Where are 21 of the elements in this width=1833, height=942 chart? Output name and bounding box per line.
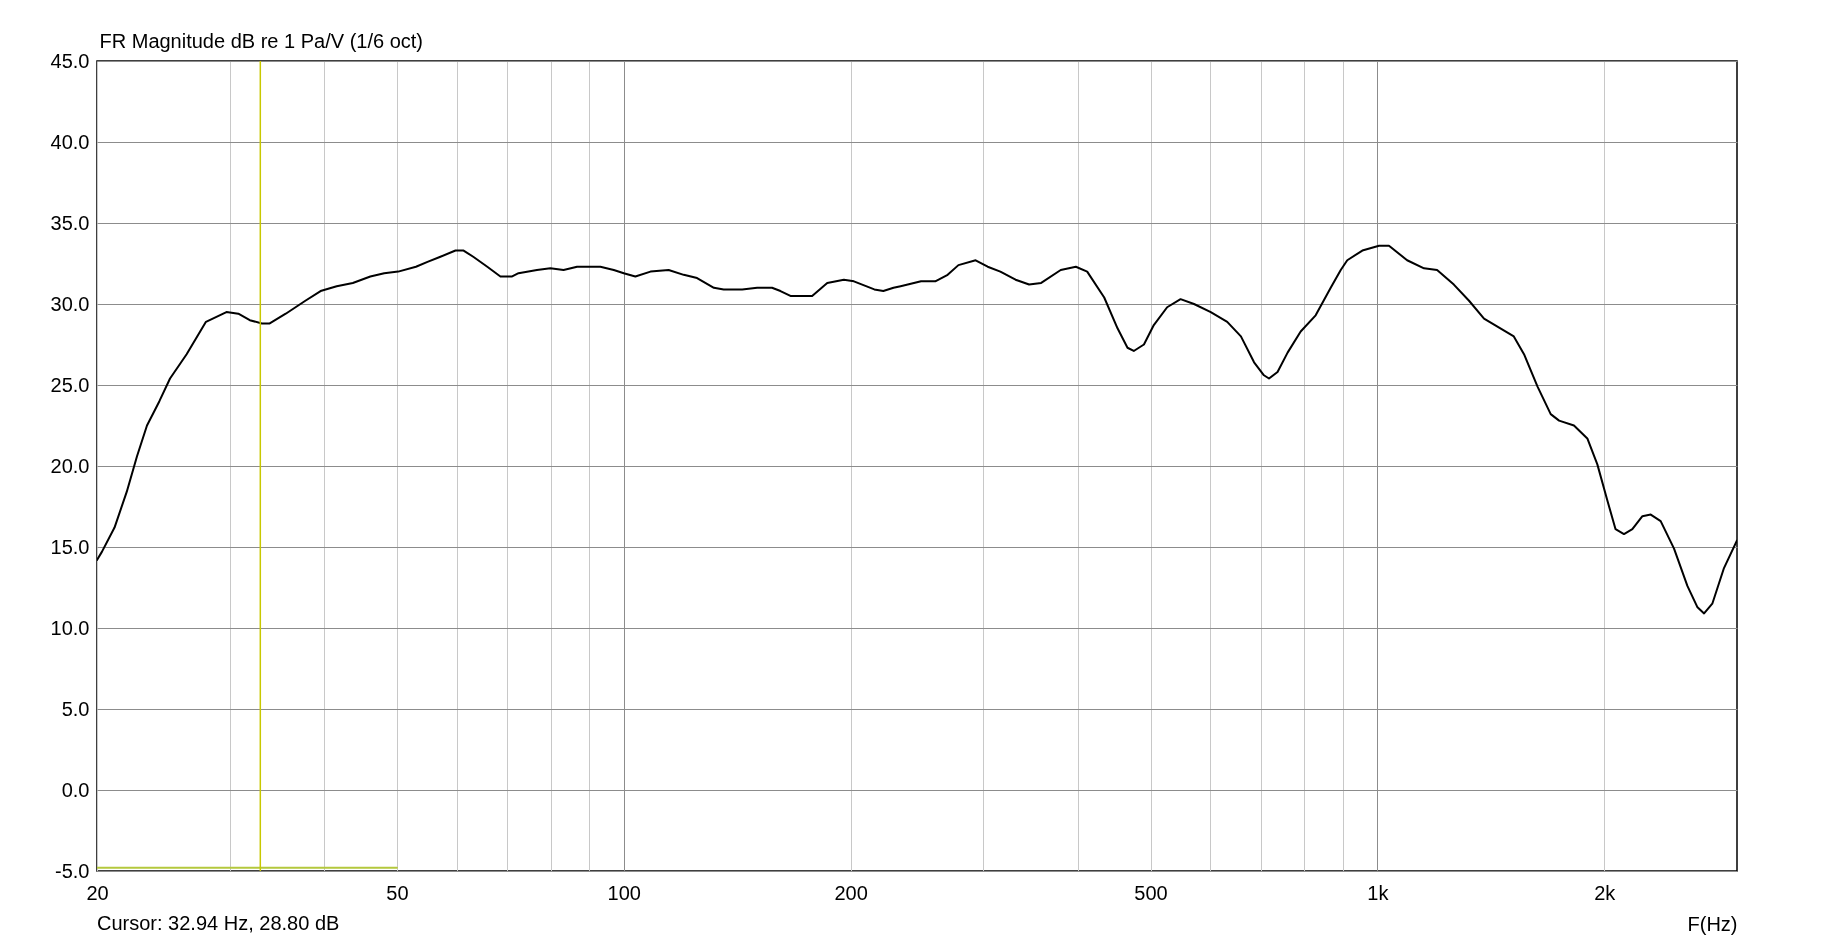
y-axis-title: FR Magnitude dB re 1 Pa/V (1/6 oct) — [99, 29, 423, 52]
y-tick-label: 0.0 — [61, 778, 90, 801]
y-tick-label: 40.0 — [50, 130, 90, 153]
y-tick-label: 5.0 — [61, 697, 90, 720]
x-tick-label: 50 — [386, 881, 409, 904]
y-tick-label: 25.0 — [50, 373, 90, 396]
x-tick-label: 2k — [1594, 881, 1617, 904]
x-tick-label: 100 — [607, 881, 641, 904]
y-tick-label: 20.0 — [50, 454, 90, 477]
y-tick-label: 15.0 — [50, 535, 90, 558]
y-tick-label: 30.0 — [50, 292, 90, 315]
x-tick-label: 20 — [86, 881, 109, 904]
y-tick-label: -5.0 — [55, 859, 90, 882]
text: Cursor: 32.94 Hz, 28.80 dB — [97, 912, 340, 934]
x-tick-label: 1k — [1367, 881, 1390, 904]
x-tick-label: 200 — [834, 881, 868, 904]
y-tick-label: 10.0 — [50, 616, 90, 639]
x-axis-title: F(Hz) — [1687, 912, 1738, 935]
x-tick-label: 500 — [1134, 881, 1168, 904]
y-tick-label: 35.0 — [50, 211, 90, 234]
y-tick-label: 45.0 — [50, 49, 90, 72]
